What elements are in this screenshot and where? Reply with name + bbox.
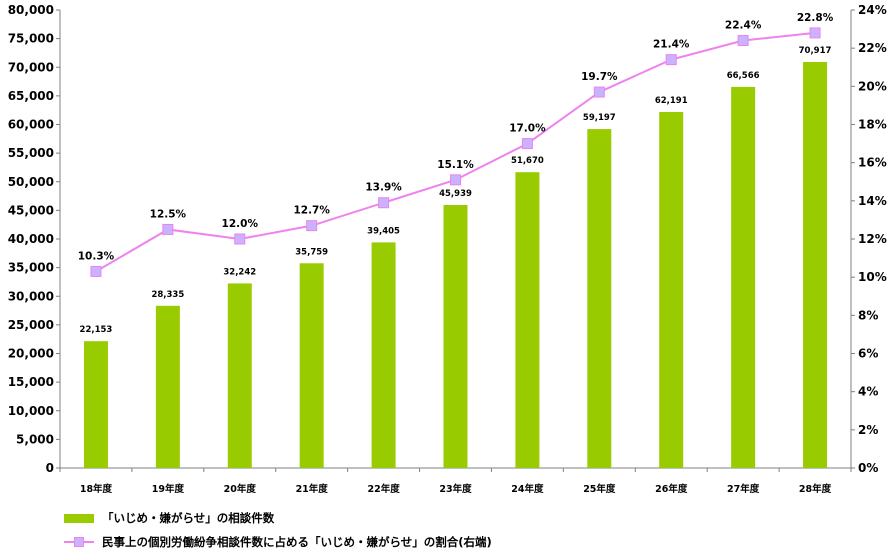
x-tick-label: 27年度 bbox=[727, 483, 760, 495]
bar-value-label: 70,917 bbox=[799, 46, 832, 56]
bar bbox=[515, 172, 540, 468]
right-tick-label: 0% bbox=[858, 461, 878, 475]
left-tick-label: 60,000 bbox=[8, 118, 54, 132]
bar-value-label: 35,759 bbox=[295, 247, 328, 257]
line-point bbox=[737, 35, 749, 47]
bar-value-label: 32,242 bbox=[223, 267, 256, 277]
line-value-label: 13.9% bbox=[365, 182, 402, 194]
bar-value-label: 22,153 bbox=[80, 325, 113, 335]
bar bbox=[155, 305, 180, 468]
right-tick-label: 12% bbox=[858, 232, 887, 246]
line-value-label: 17.0% bbox=[509, 123, 546, 135]
line-value-label: 12.7% bbox=[293, 205, 330, 217]
bar-value-label: 39,405 bbox=[367, 226, 400, 236]
x-tick-label: 26年度 bbox=[655, 483, 688, 495]
line-point bbox=[162, 223, 174, 235]
line-point bbox=[593, 86, 605, 98]
bar-value-label: 28,335 bbox=[151, 290, 184, 300]
legend-bar-label: 「いじめ・嫌がらせ」の相談件数 bbox=[102, 511, 275, 525]
left-tick-label: 65,000 bbox=[8, 89, 54, 103]
left-tick-label: 5,000 bbox=[16, 432, 54, 446]
line-point bbox=[234, 233, 246, 245]
left-tick-label: 0 bbox=[46, 461, 54, 475]
left-tick-label: 20,000 bbox=[8, 347, 54, 361]
left-tick-label: 55,000 bbox=[8, 146, 54, 160]
left-tick-label: 15,000 bbox=[8, 375, 54, 389]
line-value-label: 19.7% bbox=[581, 71, 618, 83]
right-tick-label: 8% bbox=[858, 308, 878, 322]
left-tick-label: 35,000 bbox=[8, 261, 54, 275]
legend-line-label: 民事上の個別労働紛争相談件数に占める「いじめ・嫌がらせ」の割合(右端) bbox=[102, 535, 492, 549]
x-tick-label: 22年度 bbox=[367, 483, 400, 495]
left-tick-label: 30,000 bbox=[8, 289, 54, 303]
line-point bbox=[306, 220, 318, 232]
right-tick-label: 16% bbox=[858, 156, 887, 170]
x-tick-label: 21年度 bbox=[296, 483, 329, 495]
bar bbox=[227, 283, 252, 468]
bar bbox=[83, 341, 108, 468]
right-tick-label: 10% bbox=[858, 270, 887, 284]
x-tick-label: 28年度 bbox=[799, 483, 832, 495]
left-tick-label: 40,000 bbox=[8, 232, 54, 246]
line-point bbox=[450, 174, 461, 186]
left-tick-label: 70,000 bbox=[8, 60, 54, 74]
line-point bbox=[521, 138, 533, 150]
left-tick-label: 50,000 bbox=[8, 175, 54, 189]
legend-bar-swatch bbox=[64, 513, 94, 523]
bar bbox=[659, 111, 684, 468]
x-tick-label: 20年度 bbox=[224, 483, 257, 495]
line-point bbox=[378, 197, 390, 209]
bar bbox=[803, 62, 828, 468]
right-tick-label: 6% bbox=[858, 347, 878, 361]
line-value-label: 12.0% bbox=[222, 218, 259, 230]
bar-value-label: 66,566 bbox=[727, 71, 760, 81]
right-tick-label: 20% bbox=[858, 79, 887, 93]
x-tick-label: 19年度 bbox=[152, 483, 185, 495]
legend-item-bar-series: 「いじめ・嫌がらせ」の相談件数 bbox=[64, 510, 274, 526]
line-point bbox=[90, 265, 102, 277]
bar bbox=[587, 129, 612, 468]
right-tick-label: 14% bbox=[858, 194, 887, 208]
line-value-label: 15.1% bbox=[437, 159, 474, 171]
line-point bbox=[809, 27, 821, 39]
bar bbox=[731, 86, 756, 468]
line-value-label: 22.8% bbox=[797, 12, 834, 24]
legend-item-line-series: 民事上の個別労働紛争相談件数に占める「いじめ・嫌がらせ」の割合(右端) bbox=[64, 534, 492, 550]
line-value-label: 21.4% bbox=[653, 39, 690, 51]
x-tick-label: 24年度 bbox=[511, 483, 544, 495]
line-value-label: 10.3% bbox=[78, 250, 115, 262]
left-tick-label: 45,000 bbox=[8, 203, 54, 217]
x-tick-label: 25年度 bbox=[583, 483, 616, 495]
x-tick-label: 18年度 bbox=[80, 483, 113, 495]
line-point bbox=[665, 54, 677, 66]
right-tick-label: 24% bbox=[858, 3, 887, 17]
bar bbox=[299, 263, 324, 468]
right-tick-label: 22% bbox=[858, 41, 887, 55]
bar-value-label: 51,670 bbox=[511, 156, 544, 166]
line-value-label: 22.4% bbox=[725, 20, 762, 32]
left-tick-label: 10,000 bbox=[8, 404, 54, 418]
right-tick-label: 2% bbox=[858, 423, 878, 437]
bar-value-label: 62,191 bbox=[655, 96, 688, 106]
right-tick-label: 18% bbox=[858, 118, 887, 132]
legend-line-swatch bbox=[64, 536, 94, 548]
left-tick-label: 75,000 bbox=[8, 32, 54, 46]
line-value-label: 12.5% bbox=[150, 208, 187, 220]
bar bbox=[371, 242, 396, 468]
bar-value-label: 59,197 bbox=[583, 113, 616, 123]
bar-value-label: 45,939 bbox=[439, 189, 472, 199]
x-tick-label: 23年度 bbox=[439, 483, 472, 495]
bar bbox=[443, 204, 468, 469]
left-tick-label: 25,000 bbox=[8, 318, 54, 332]
right-tick-label: 4% bbox=[858, 385, 878, 399]
left-tick-label: 80,000 bbox=[8, 3, 54, 17]
